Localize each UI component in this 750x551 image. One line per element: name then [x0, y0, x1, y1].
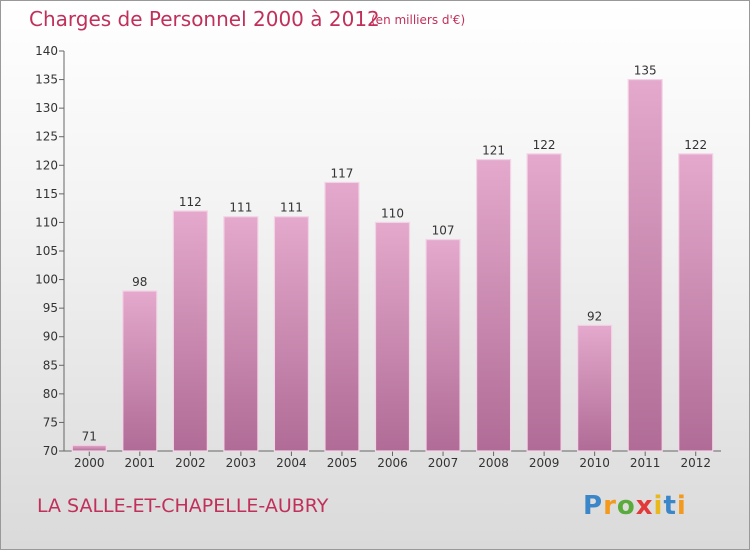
bar	[122, 290, 158, 452]
data-label: 112	[179, 195, 202, 209]
x-tick-label: 2011	[630, 456, 661, 470]
proxiti-logo: Proxiti	[583, 491, 687, 521]
x-tick-label: 2007	[428, 456, 459, 470]
data-label: 111	[280, 201, 303, 215]
data-label: 122	[684, 138, 707, 152]
y-tick-label: 105	[35, 244, 58, 258]
x-tick-label: 2012	[680, 456, 711, 470]
bar	[172, 210, 208, 452]
x-tick-label: 2003	[226, 456, 257, 470]
y-tick-label: 90	[43, 330, 58, 344]
y-tick-label: 75	[43, 415, 58, 429]
y-tick-label: 135	[35, 73, 58, 87]
y-tick-label: 140	[35, 44, 58, 58]
data-label: 92	[587, 309, 602, 323]
bar	[678, 153, 714, 452]
x-tick-label: 2010	[579, 456, 610, 470]
data-label: 135	[634, 64, 657, 78]
bar	[475, 158, 512, 452]
x-tick-label: 2004	[276, 456, 307, 470]
chart-title: Charges de Personnel 2000 à 2012	[29, 7, 380, 31]
data-labels: 71 98 112 111 111 117 110 107 121 122 92 135 122	[82, 64, 708, 444]
data-label: 110	[381, 206, 404, 220]
bar	[374, 221, 411, 452]
chart-subtitle: (en milliers d'€)	[371, 13, 466, 27]
data-label: 107	[432, 224, 455, 238]
bar	[425, 238, 461, 452]
x-tick-label: 2002	[175, 456, 206, 470]
x-tick-label: 2005	[327, 456, 358, 470]
x-tick-label: 2001	[125, 456, 156, 470]
data-label: 98	[132, 275, 147, 289]
x-tick-label: 2008	[478, 456, 509, 470]
y-axis: 70 75 80 85 90 95 100 105 110 115 120 125 130 135 140	[35, 44, 65, 458]
bar	[577, 324, 613, 452]
bars	[71, 78, 714, 452]
data-label: 71	[82, 429, 97, 443]
bar	[526, 153, 562, 452]
bar	[627, 78, 663, 452]
x-axis: 2000 2001 2002 2003 2004 2005 2006 2007 2008 2009…	[64, 450, 721, 470]
data-label: 111	[229, 201, 252, 215]
data-label: 121	[482, 144, 505, 158]
y-tick-label: 100	[35, 273, 58, 287]
x-tick-label: 2006	[377, 456, 408, 470]
data-label: 122	[533, 138, 556, 152]
y-tick-label: 125	[35, 130, 58, 144]
y-tick-label: 80	[43, 387, 58, 401]
x-tick-label: 2000	[74, 456, 105, 470]
y-tick-label: 110	[35, 215, 58, 229]
y-tick-label: 130	[35, 101, 58, 115]
y-tick-label: 85	[43, 358, 58, 372]
y-tick-label: 95	[43, 301, 58, 315]
bar	[223, 216, 259, 452]
y-tick-label: 115	[35, 187, 58, 201]
data-label: 117	[331, 166, 354, 180]
bar	[273, 216, 310, 452]
commune-name: LA SALLE-ET-CHAPELLE-AUBRY	[37, 495, 329, 517]
bar	[324, 181, 360, 452]
y-tick-label: 70	[43, 444, 58, 458]
bar	[71, 444, 107, 452]
x-tick-label: 2009	[529, 456, 560, 470]
y-tick-label: 120	[35, 158, 58, 172]
